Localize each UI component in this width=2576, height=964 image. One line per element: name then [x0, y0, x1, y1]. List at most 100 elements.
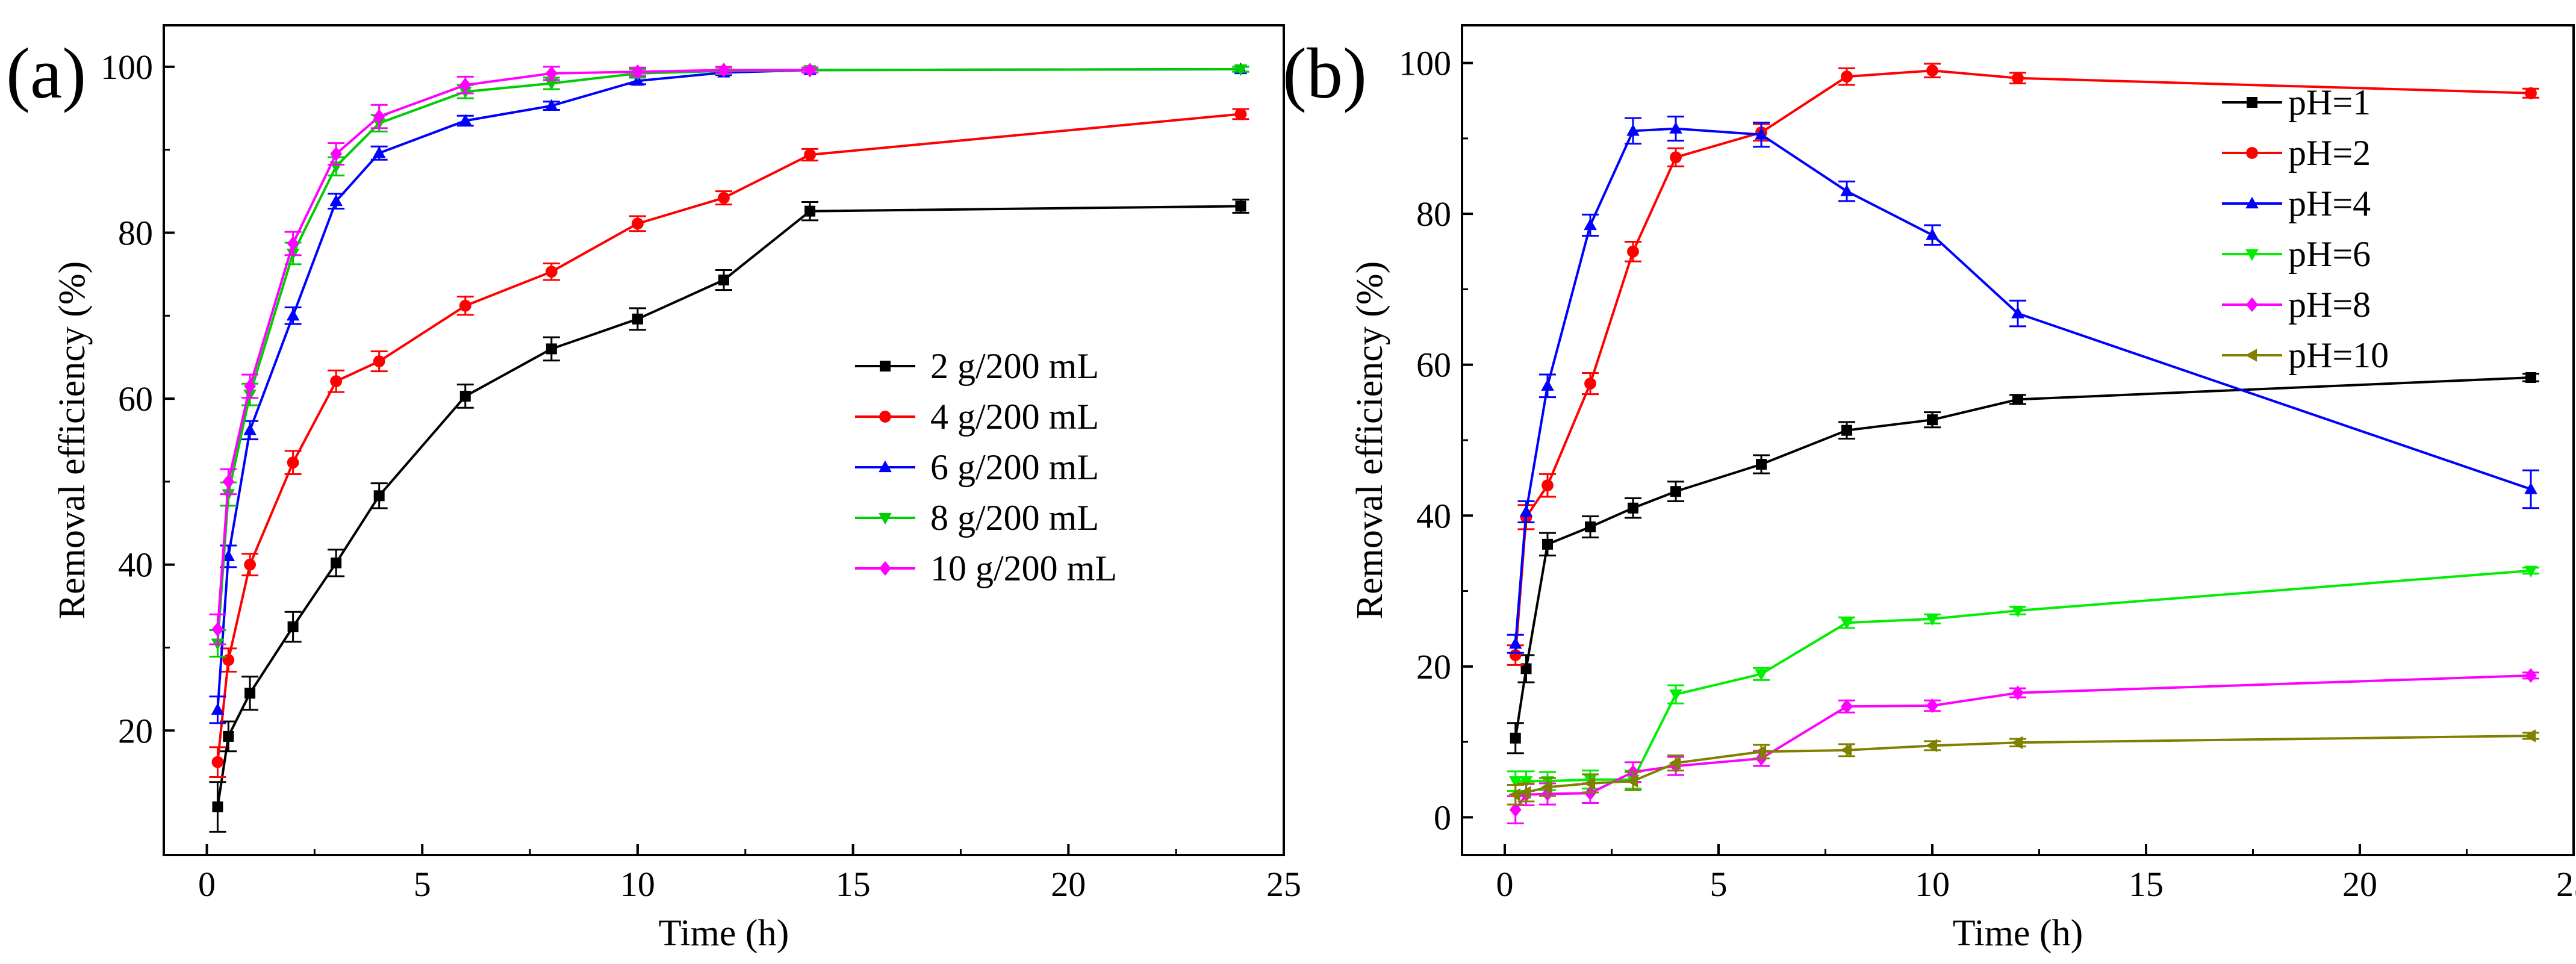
- data-point-b-ph-1: [1542, 538, 1553, 550]
- data-point-b-ph-8: [2525, 668, 2537, 683]
- data-point-a-10-g-200-ml: [222, 474, 235, 490]
- x-tick-label-a-15: 15: [836, 865, 871, 904]
- data-point-b-ph-10: [1508, 788, 1520, 801]
- data-point-b-ph-6: [1926, 614, 1939, 626]
- legend-label-b: pH=2: [2288, 133, 2371, 173]
- data-point-b-ph-10: [1840, 744, 1852, 757]
- series-line-a-2-g-200-ml: [216, 205, 1241, 807]
- legend-entry-a-2-g-200-ml: 2 g/200 mL: [855, 346, 1099, 386]
- legend-label-b: pH=10: [2288, 335, 2389, 375]
- data-point-a-10-g-200-ml: [632, 64, 644, 79]
- data-point-a-4-g-200-ml: [718, 191, 730, 204]
- legend-swatch-marker-b: [2245, 249, 2259, 261]
- data-point-b-ph-2: [2012, 72, 2024, 84]
- data-point-a-6-g-200-ml: [458, 114, 472, 126]
- data-point-b-ph-10: [1925, 739, 1938, 753]
- y-tick-label-b-100: 100: [1399, 44, 1451, 83]
- data-point-a-2-g-200-ml: [223, 730, 234, 742]
- data-point-b-ph-10: [1540, 780, 1553, 794]
- legend-entry-b-ph-8: pH=8: [2222, 285, 2371, 325]
- data-point-a-10-g-200-ml: [804, 63, 816, 78]
- data-point-b-ph-1: [1927, 414, 1938, 426]
- chart-b: (b) 0 5 10 15 20 25 0 20 40 60 80 100 Time (h) Remo…: [1283, 24, 2576, 954]
- plot-area-b: 0 5 10 15 20 25 0 20 40 60 80 100: [1399, 44, 2576, 904]
- legend-entry-a-10-g-200-ml: 10 g/200 mL: [855, 549, 1117, 588]
- data-point-b-ph-10: [2011, 736, 2023, 750]
- legend-swatch-marker-a: [879, 411, 891, 423]
- data-point-b-ph-10: [1519, 786, 1531, 799]
- data-point-b-ph-1: [1585, 521, 1596, 533]
- legend-entry-b-ph-6: pH=6: [2222, 234, 2371, 274]
- legend-label-a: 4 g/200 mL: [930, 397, 1099, 437]
- legend-label-b: pH=6: [2288, 234, 2371, 274]
- y-tick-label-b-0: 0: [1434, 798, 1451, 837]
- legend-label-b: pH=8: [2288, 285, 2371, 325]
- data-point-b-ph-10: [2524, 729, 2536, 742]
- data-point-b-ph-4: [2524, 482, 2537, 494]
- data-point-b-ph-4: [1626, 124, 1640, 136]
- data-point-a-4-g-200-ml: [459, 299, 471, 312]
- legend-swatch-marker-b: [2245, 196, 2259, 209]
- series-b-ph-10: [1507, 729, 2539, 806]
- data-point-a-10-g-200-ml: [545, 66, 558, 81]
- series-a-4-g-200-ml: [209, 108, 1249, 778]
- plot-frame-b: [1461, 24, 2575, 856]
- x-tick-label-b-15: 15: [2129, 865, 2164, 904]
- legend-swatch-marker-a: [879, 561, 891, 576]
- legend-swatch-marker-b: [2245, 349, 2257, 362]
- data-point-a-6-g-200-ml: [243, 423, 257, 435]
- data-point-b-ph-4: [1519, 505, 1533, 517]
- data-point-b-ph-1: [1756, 459, 1767, 470]
- data-point-b-ph-4: [2011, 306, 2024, 319]
- data-point-b-ph-4: [1669, 122, 1682, 134]
- legend-entry-b-ph-2: pH=2: [2222, 133, 2371, 173]
- y-tick-label-b-20: 20: [1416, 647, 1451, 686]
- data-point-a-2-g-200-ml: [632, 313, 643, 325]
- legend-entry-a-6-g-200-ml: 6 g/200 mL: [855, 447, 1099, 487]
- legend-entry-b-ph-4: pH=4: [2222, 184, 2371, 223]
- chart-a: (a) 0 5 10 15 20 25 20 40 60 80 100 Time (h) Remov…: [6, 24, 1301, 954]
- plot-area-a: 0 5 10 15 20 25 20 40 60 80 100: [101, 48, 1301, 904]
- data-point-a-2-g-200-ml: [546, 343, 557, 355]
- data-point-b-ph-6: [1519, 776, 1533, 788]
- data-point-a-10-g-200-ml: [373, 109, 385, 124]
- x-tick-label-b-20: 20: [2342, 865, 2377, 904]
- data-point-b-ph-4: [1926, 228, 1939, 240]
- y-axis-label-a: Removal efficiency (%): [52, 261, 93, 619]
- legend-a: 2 g/200 mL 4 g/200 mL 6 g/200 mL 8 g/200 mL…: [855, 346, 1117, 588]
- x-tick-label-b-5: 5: [1710, 865, 1728, 904]
- y-tick-label-b-60: 60: [1416, 346, 1451, 385]
- data-point-b-ph-4: [1584, 218, 1597, 231]
- data-point-b-ph-6: [1840, 618, 1853, 630]
- legend-label-b: pH=1: [2288, 82, 2371, 122]
- data-point-b-ph-4: [1508, 636, 1522, 649]
- data-point-b-ph-2: [1542, 479, 1554, 492]
- data-point-a-8-g-200-ml: [545, 78, 558, 90]
- y-tick-label-a-20: 20: [118, 711, 153, 750]
- series-a-2-g-200-ml: [209, 198, 1249, 833]
- data-point-a-2-g-200-ml: [244, 688, 256, 699]
- data-point-a-4-g-200-ml: [1234, 108, 1247, 120]
- data-point-a-10-g-200-ml: [330, 146, 343, 161]
- legend-swatch-marker-b: [2246, 147, 2258, 159]
- data-point-a-8-g-200-ml: [1234, 64, 1248, 76]
- data-point-a-4-g-200-ml: [545, 266, 558, 278]
- legend-swatch-marker-b: [2246, 297, 2258, 313]
- data-point-b-ph-1: [1670, 486, 1681, 497]
- x-tick-label-a-25: 25: [1266, 865, 1301, 904]
- series-b-ph-1: [1507, 372, 2539, 754]
- data-point-a-2-g-200-ml: [1235, 201, 1246, 212]
- data-point-b-ph-2: [1926, 64, 1938, 77]
- y-axis-label-b: Removal efficiency (%): [1349, 261, 1390, 619]
- data-point-a-6-g-200-ml: [222, 549, 235, 562]
- y-tick-label-a-40: 40: [118, 546, 153, 585]
- data-point-a-2-g-200-ml: [331, 557, 342, 568]
- data-point-a-10-g-200-ml: [718, 63, 730, 78]
- legend-label-a: 8 g/200 mL: [930, 498, 1099, 538]
- data-point-b-ph-6: [1669, 689, 1682, 701]
- data-point-b-ph-1: [2012, 394, 2023, 405]
- series-a-10-g-200-ml: [209, 63, 819, 645]
- legend-label-a: 6 g/200 mL: [930, 447, 1099, 487]
- legend-label-a: 2 g/200 mL: [930, 346, 1099, 386]
- plot-frame-a: [163, 24, 1285, 856]
